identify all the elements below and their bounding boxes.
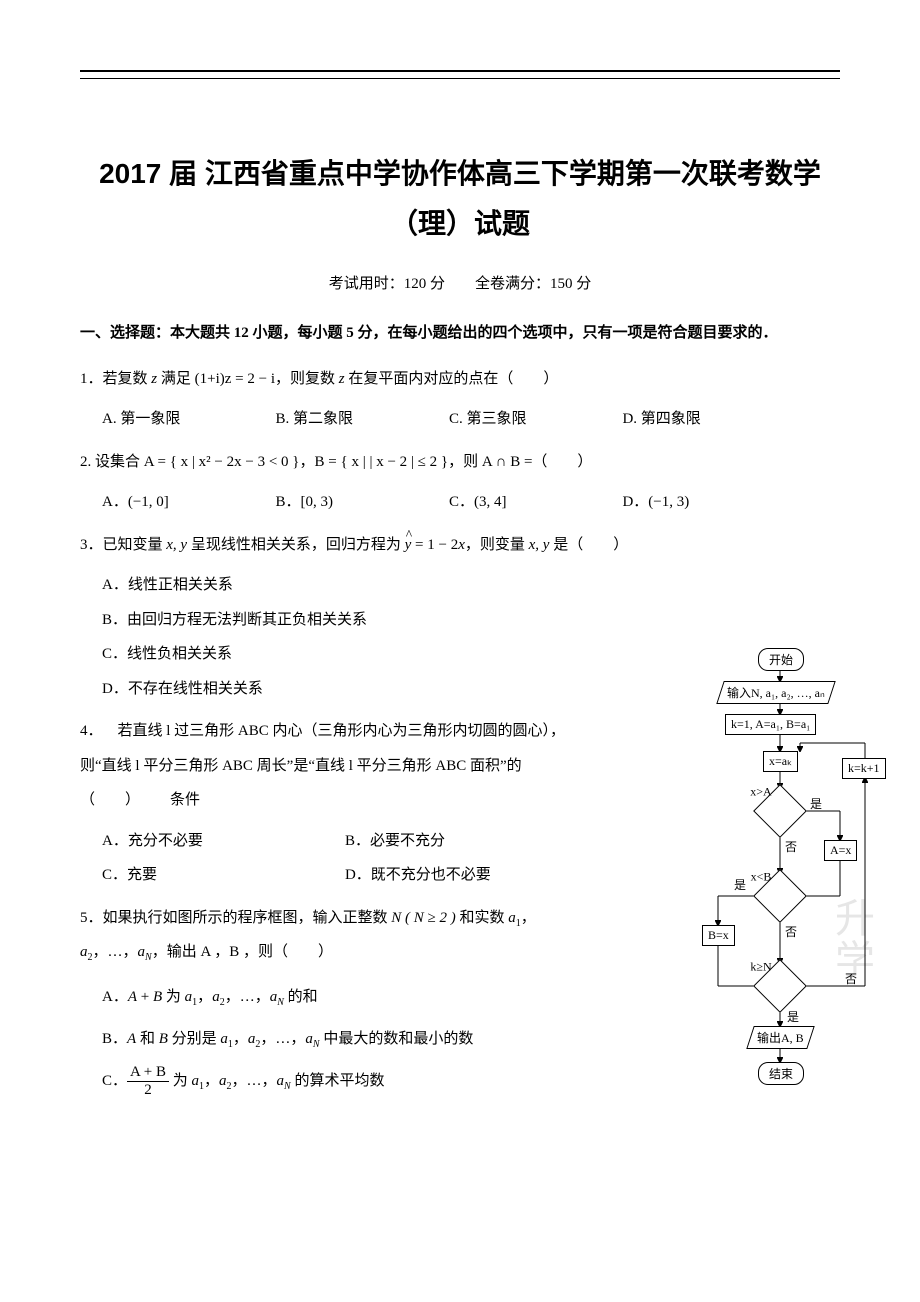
q1-end: 在复平面内对应的点在（ ） <box>345 371 559 387</box>
q1-pre: 1．若复数 <box>80 371 151 387</box>
fc-yes1: 是 <box>810 795 822 812</box>
q3-c: ，则变量 <box>465 537 529 553</box>
q1-mid: 满足 <box>157 371 195 387</box>
q3-opt-a: A．线性正相关关系 <box>102 568 622 603</box>
q3-opt-c: C．线性负相关关系 <box>102 637 622 672</box>
q1-opt-c: C. 第三象限 <box>449 402 619 437</box>
q3-d: 是（ ） <box>549 537 628 553</box>
q4-opt-c: C．充要 <box>102 858 341 893</box>
fc-start: 开始 <box>758 648 804 671</box>
q1-eq: (1+i)z = 2 − i <box>195 371 275 387</box>
q5-N: N ( N ≥ 2 ) <box>391 910 455 926</box>
fc-init: k=1, A=a₁, B=a₁ <box>725 714 816 735</box>
q2-c1: ， <box>300 454 315 470</box>
q3-opt-b: B．由回归方程无法判断其正负相关关系 <box>102 603 622 638</box>
q4-opt-b: B．必要不充分 <box>345 824 584 859</box>
q5-opt-b: B．A 和 B 分别是 a1，a2，…，aN 中最大的数和最小的数 <box>102 1018 642 1060</box>
fc-yes2: 是 <box>734 876 746 893</box>
fc-no3: 否 <box>845 970 857 987</box>
flowchart: 开始 输入N, a₁, a₂, …, aₙ k=1, A=a₁, B=a₁ x=… <box>670 648 885 1093</box>
fc-input-text: 输入N, a₁, a₂, …, aₙ <box>727 684 825 701</box>
top-rule-thin <box>80 78 840 79</box>
q2-opt-a: A．(−1, 0] <box>102 485 272 520</box>
fc-Aeqx: A=x <box>824 840 857 861</box>
q4-options: A．充分不必要 B．必要不充分 C．充要 D．既不充分也不必要 <box>80 824 622 893</box>
q2-Aeq: A = { x | x² − 2x − 3 < 0 } <box>144 454 300 470</box>
q5-b: 和实数 <box>456 910 509 926</box>
exam-title: 2017 届 江西省重点中学协作体高三下学期第一次联考数学 （理）试题 <box>80 149 840 250</box>
question-2: 2. 设集合 A = { x | x² − 2x − 3 < 0 }，B = {… <box>80 445 840 480</box>
q3-a: 3．已知变量 <box>80 537 166 553</box>
question-4: 4． 若直线 l 过三角形 ABC 内心（三角形内心为三角形内切圆的圆心），则“… <box>80 714 600 818</box>
q3-opt-d: D．不存在线性相关关系 <box>102 672 622 707</box>
q5c-pre: C． <box>102 1073 127 1089</box>
q3-xy2: x, y <box>529 537 550 553</box>
fc-cond1-label: x>A <box>750 785 771 800</box>
q4-stem: 4． 若直线 l 过三角形 ABC 内心（三角形内心为三角形内切圆的圆心），则“… <box>80 723 565 808</box>
q5-a: 5．如果执行如图所示的程序框图，输入正整数 <box>80 910 391 926</box>
fc-output: 输出A, B <box>746 1026 814 1049</box>
q1-opt-b: B. 第二象限 <box>275 402 445 437</box>
fc-no2: 否 <box>785 923 797 940</box>
q3-options: A．线性正相关关系 B．由回归方程无法判断其正负相关关系 C．线性负相关关系 D… <box>80 568 622 706</box>
fc-Beqx: B=x <box>702 925 735 946</box>
q5-opt-a: A．A + B 为 a1，a2，…，aN 的和 <box>102 976 642 1018</box>
q5-c: ，输出 A ，B ，则（ ） <box>152 944 333 960</box>
q2-opt-b: B．[0, 3) <box>275 485 445 520</box>
exam-subinfo: 考试用时：120 分 全卷满分：150 分 <box>80 272 840 293</box>
title-line2: （理）试题 <box>80 199 840 249</box>
section-heading: 一、选择题：本大题共 12 小题，每小题 5 分，在每小题给出的四个选项中，只有… <box>80 317 840 350</box>
q1-post: ，则复数 <box>275 371 339 387</box>
q2-opt-c: C．(3, 4] <box>449 485 619 520</box>
q2-pre: 2. 设集合 <box>80 454 144 470</box>
page: 2017 届 江西省重点中学协作体高三下学期第一次联考数学 （理）试题 考试用时… <box>0 0 920 1150</box>
q1-opt-d: D. 第四象限 <box>622 402 792 437</box>
fc-cond3-label: k≥N <box>750 960 771 975</box>
fc-output-text: 输出A, B <box>757 1029 804 1046</box>
fc-cond2-label: x<B <box>751 870 772 885</box>
q2-options: A．(−1, 0] B．[0, 3) C．(3, 4] D．(−1, 3) <box>80 485 840 520</box>
q5c-den: 2 <box>127 1082 169 1099</box>
fc-xeq: x=aₖ <box>763 751 798 772</box>
q4-opt-d: D．既不充分也不必要 <box>345 858 584 893</box>
question-5: 5．如果执行如图所示的程序框图，输入正整数 N ( N ≥ 2 ) 和实数 a1… <box>80 901 600 970</box>
question-3: 3．已知变量 x, y 呈现线性相关关系，回归方程为 y = 1 − 2x，则变… <box>80 528 840 563</box>
fc-yes3: 是 <box>787 1008 799 1025</box>
q2-Beq: B = { x | | x − 2 | ≤ 2 } <box>315 454 449 470</box>
fc-end: 结束 <box>758 1062 804 1085</box>
fc-input: 输入N, a₁, a₂, …, aₙ <box>716 681 835 704</box>
q2-tail: ，则 A ∩ B =（ ） <box>448 454 592 470</box>
fc-no1: 否 <box>785 838 797 855</box>
q2-opt-d: D．(−1, 3) <box>622 485 792 520</box>
question-1: 1．若复数 z 满足 (1+i)z = 2 − i，则复数 z 在复平面内对应的… <box>80 362 840 397</box>
q3-b: 呈现线性相关关系，回归方程为 <box>187 537 405 553</box>
q4-opt-a: A．充分不必要 <box>102 824 341 859</box>
q5-opt-c: C．A + B2 为 a1，a2，…，aN 的算术平均数 <box>102 1060 642 1102</box>
q1-options: A. 第一象限 B. 第二象限 C. 第三象限 D. 第四象限 <box>80 402 840 437</box>
q3-xy1: x, y <box>166 537 187 553</box>
top-rule-thick <box>80 70 840 72</box>
fc-kpp: k=k+1 <box>842 758 886 779</box>
title-line1: 2017 届 江西省重点中学协作体高三下学期第一次联考数学 <box>80 149 840 199</box>
q5c-num: A + B <box>127 1064 169 1082</box>
q5-options: A．A + B 为 a1，a2，…，aN 的和 B．A 和 B 分别是 a1，a… <box>80 976 642 1102</box>
q1-opt-a: A. 第一象限 <box>102 402 272 437</box>
